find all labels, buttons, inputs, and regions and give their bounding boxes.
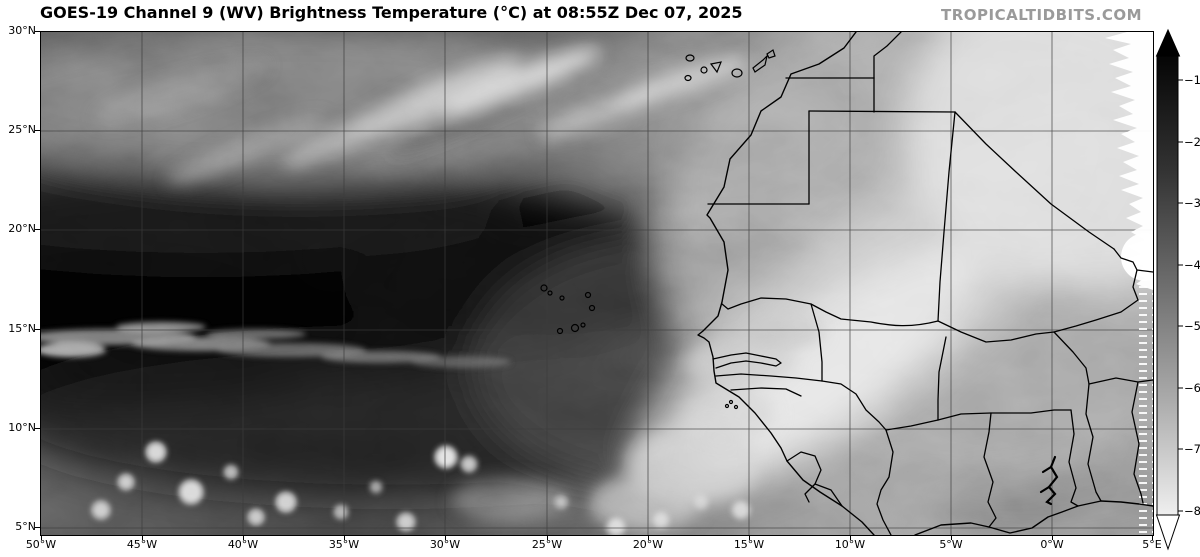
site-watermark: TROPICALTIDBITS.COM (941, 6, 1142, 24)
island-outlines (540, 49, 776, 410)
colorbar-tick-label: −40 (1184, 258, 1200, 272)
coastlines (697, 32, 1153, 535)
lon-axis-label: 25°W (531, 538, 563, 551)
lon-tick (547, 535, 548, 540)
lon-axis-label: 15°W (733, 538, 765, 551)
colorbar-tick-label: −30 (1184, 196, 1200, 210)
colorbar-tick-label: −60 (1184, 381, 1200, 395)
lon-tick (41, 535, 42, 540)
lon-axis-label: 35°W (328, 538, 360, 551)
lat-axis-label: 15°N (8, 322, 36, 335)
lon-tick (445, 535, 446, 540)
graticule-gridlines (41, 32, 1153, 535)
lon-axis-label: 20°W (632, 538, 664, 551)
lake-volta-outline (1039, 455, 1059, 506)
colorbar (1155, 28, 1183, 551)
scan-edge-artifact (1105, 32, 1153, 535)
lon-axis-label: 30°W (429, 538, 461, 551)
colorbar-extend-top-arrow (1155, 28, 1181, 57)
lon-axis-label: 10°W (834, 538, 866, 551)
lon-tick (850, 535, 851, 540)
lon-tick (749, 535, 750, 540)
lat-tick (35, 329, 40, 330)
colorbar-tick-label: −70 (1184, 442, 1200, 456)
wv-noise-texture (41, 32, 1153, 535)
lon-tick (1052, 535, 1053, 540)
colorbar-tick-label: −50 (1184, 319, 1200, 333)
lon-axis-label: 45°W (126, 538, 158, 551)
colorbar-tick-label: −80 (1184, 504, 1200, 518)
lon-tick (1152, 535, 1153, 540)
lat-tick (35, 527, 40, 528)
lat-tick (35, 31, 40, 32)
lat-tick (35, 130, 40, 131)
colorbar-tickmarks (1178, 79, 1183, 512)
lon-axis-label: 50°W (25, 538, 57, 551)
colorbar-tick-label: −20 (1184, 135, 1200, 149)
lat-axis-label: 25°N (8, 123, 36, 136)
lat-axis-label: 10°N (8, 421, 36, 434)
colorbar-extend-bottom-arrow (1155, 514, 1181, 551)
page-title: GOES-19 Channel 9 (WV) Brightness Temper… (40, 3, 743, 22)
lon-tick (648, 535, 649, 540)
lat-tick (35, 229, 40, 230)
lat-axis-label: 30°N (8, 24, 36, 37)
lon-tick (951, 535, 952, 540)
lon-axis-label: 40°W (227, 538, 259, 551)
colorbar-tick-label: −10 (1184, 73, 1200, 87)
lat-axis-label: 20°N (8, 222, 36, 235)
lon-tick (344, 535, 345, 540)
satellite-map-image (41, 32, 1153, 535)
lat-tick (35, 428, 40, 429)
lon-tick (142, 535, 143, 540)
lon-axis-label: 5°E (1142, 538, 1162, 551)
lon-axis-label: 0°W (1040, 538, 1064, 551)
country-borders (707, 32, 1153, 535)
lon-axis-label: 5°W (939, 538, 963, 551)
lon-tick (243, 535, 244, 540)
colorbar-gradient (1156, 55, 1179, 516)
map-frame (40, 31, 1154, 536)
lat-axis-label: 5°N (15, 520, 36, 533)
